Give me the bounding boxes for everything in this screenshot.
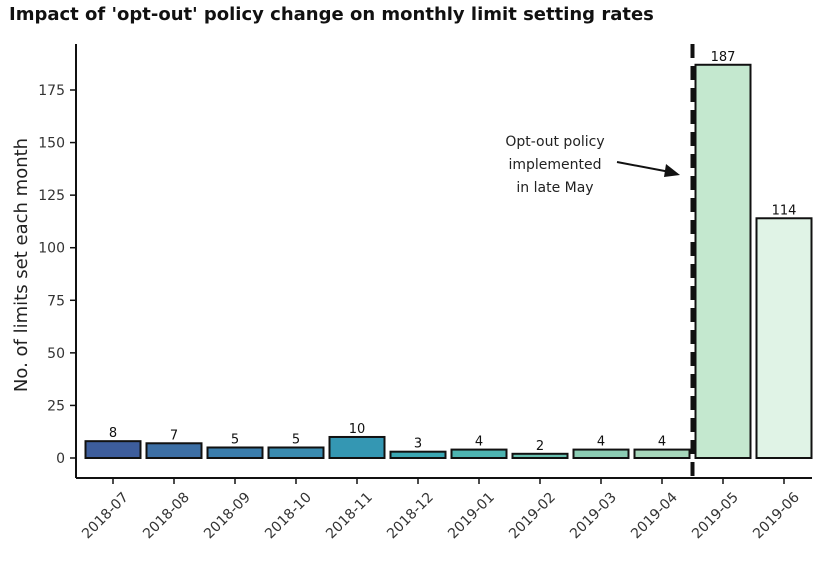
data-label-2019-01: 4 bbox=[475, 435, 483, 450]
y-tick-label: 75 bbox=[47, 293, 65, 309]
data-label-2018-07: 8 bbox=[109, 426, 117, 441]
x-ticks: 2018-07 2018-08 2018-09 2018-10 2018-11 2018-… bbox=[79, 478, 803, 542]
x-tick-label-2018-08: 2018-08 bbox=[140, 490, 193, 543]
y-tick-label: 50 bbox=[47, 346, 65, 362]
bar-2019-04 bbox=[633, 448, 691, 459]
data-label-2018-10: 5 bbox=[292, 432, 300, 447]
y-tick-label: 0 bbox=[56, 451, 65, 467]
bar-2019-01 bbox=[450, 448, 508, 459]
y-tick-label: 25 bbox=[47, 398, 65, 414]
bar-2019-03 bbox=[572, 448, 630, 459]
bar-2018-11 bbox=[328, 435, 386, 460]
x-tick-label-2018-11: 2018-11 bbox=[323, 490, 376, 543]
y-tick-label: 125 bbox=[38, 188, 65, 204]
data-label-2018-12: 3 bbox=[414, 437, 422, 452]
x-tick-label-2019-04: 2019-04 bbox=[628, 489, 681, 542]
bar-2018-07 bbox=[84, 440, 142, 460]
bar-2018-10 bbox=[267, 446, 325, 460]
bar-2018-12 bbox=[389, 450, 447, 460]
x-tick-label-2019-01: 2019-01 bbox=[445, 490, 498, 543]
bars: 8 7 5 5 10 3 4 2 4 4 187 114 bbox=[84, 50, 813, 460]
data-label-2019-06: 114 bbox=[772, 203, 797, 218]
bar-2019-06 bbox=[755, 217, 813, 459]
y-axis-title: No. of limits set each month bbox=[11, 138, 32, 392]
x-tick-label-2019-06: 2019-06 bbox=[750, 489, 803, 542]
x-tick-label-2018-10: 2018-10 bbox=[262, 490, 315, 543]
bar-2018-08 bbox=[145, 442, 203, 459]
bar-2019-02 bbox=[511, 452, 569, 459]
x-tick-label-2018-12: 2018-12 bbox=[384, 490, 437, 543]
y-tick-label: 175 bbox=[38, 83, 65, 99]
data-label-2019-03: 4 bbox=[597, 435, 605, 450]
annotation-line-2: implemented bbox=[508, 157, 601, 173]
x-tick-label-2018-07: 2018-07 bbox=[79, 490, 132, 543]
policy-annotation: Opt-out policy implemented in late May bbox=[505, 134, 680, 196]
y-tick-label: 100 bbox=[38, 241, 65, 257]
x-tick-label-2019-05: 2019-05 bbox=[689, 490, 742, 543]
annotation-arrow-head bbox=[664, 164, 680, 177]
y-tick-label: 150 bbox=[38, 136, 65, 152]
data-label-2019-02: 2 bbox=[536, 439, 544, 454]
data-label-2019-05: 187 bbox=[711, 50, 736, 65]
bar-2018-09 bbox=[206, 446, 264, 460]
data-label-2019-04: 4 bbox=[658, 435, 666, 450]
annotation-arrow-line bbox=[616, 161, 671, 173]
data-label-2018-11: 10 bbox=[349, 422, 366, 437]
data-label-2018-09: 5 bbox=[231, 432, 239, 447]
annotation-line-1: Opt-out policy bbox=[505, 134, 604, 150]
x-tick-label-2018-09: 2018-09 bbox=[201, 490, 254, 543]
bar-2019-05 bbox=[694, 63, 752, 459]
y-ticks: 0 25 50 75 100 125 150 175 bbox=[38, 83, 76, 467]
chart-title: Impact of 'opt-out' policy change on mon… bbox=[9, 4, 654, 25]
annotation-line-3: in late May bbox=[516, 180, 593, 196]
data-label-2018-08: 7 bbox=[170, 428, 178, 443]
x-tick-label-2019-03: 2019-03 bbox=[567, 490, 620, 543]
x-tick-label-2019-02: 2019-02 bbox=[506, 490, 559, 543]
